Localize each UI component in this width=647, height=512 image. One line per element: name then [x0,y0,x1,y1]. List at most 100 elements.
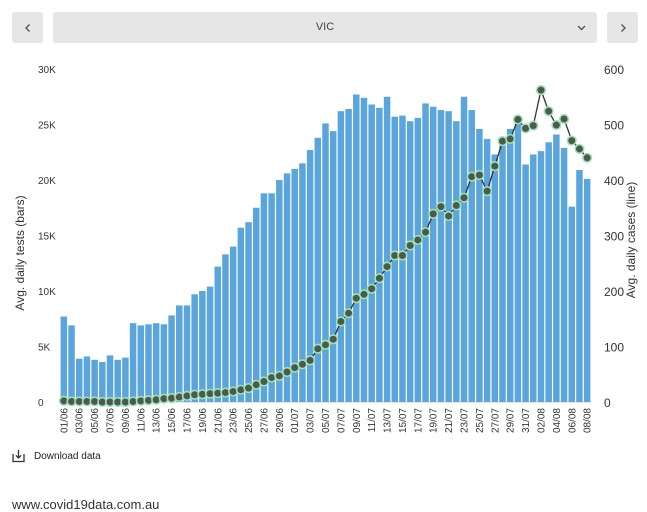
bar-04/08[interactable] [553,134,560,403]
bar-03/06[interactable] [75,358,83,402]
bar-15/06[interactable] [168,315,175,402]
point-22/07[interactable] [451,200,462,211]
bar-29/06[interactable] [276,180,283,402]
bar-25/07[interactable] [476,128,483,402]
bar-27/06[interactable] [260,193,268,402]
bar-22/07[interactable] [453,121,460,403]
point-07/08[interactable] [574,143,585,155]
prev-region-button[interactable] [12,12,43,43]
bar-08/07[interactable] [345,108,352,403]
point-13/07[interactable] [381,261,393,272]
point-30/07[interactable] [512,114,523,125]
bar-06/07[interactable] [329,131,337,402]
bar-13/06[interactable] [152,323,160,402]
bar-11/06[interactable] [137,325,145,402]
bar-26/07[interactable] [483,138,491,402]
bar-24/07[interactable] [468,110,475,402]
point-29/07[interactable] [505,133,516,145]
point-27/06[interactable] [258,376,270,387]
bar-05/06[interactable] [91,359,98,402]
bar-19/06[interactable] [199,291,206,402]
bar-05/08[interactable] [560,147,568,402]
bar-28/06[interactable] [268,193,275,402]
bar-02/08[interactable] [537,151,545,402]
bar-30/07[interactable] [514,120,522,402]
bar-06/06[interactable] [99,362,106,402]
bar-03/08[interactable] [545,142,552,402]
point-04/08[interactable] [551,119,562,131]
point-06/07[interactable] [328,334,339,345]
point-27/07[interactable] [489,161,500,172]
bar-16/07[interactable] [406,121,414,403]
bar-02/06[interactable] [68,325,75,402]
point-05/08[interactable] [558,113,570,125]
bar-31/07[interactable] [522,164,529,402]
bar-30/06[interactable] [283,173,291,402]
point-10/07[interactable] [358,289,370,300]
bar-29/07[interactable] [506,128,514,402]
bar-27/07[interactable] [491,154,499,402]
point-19/07[interactable] [428,208,439,219]
bar-10/07[interactable] [360,97,368,403]
point-26/07[interactable] [482,186,493,197]
point-21/07[interactable] [443,210,454,222]
bar-17/06[interactable] [183,305,191,402]
bar-28/07[interactable] [499,145,506,402]
point-08/08[interactable] [582,152,593,163]
bar-05/07[interactable] [322,123,329,402]
point-06/08[interactable] [566,135,577,146]
bar-16/06[interactable] [176,305,183,402]
bar-04/07[interactable] [314,137,322,402]
bar-01/06[interactable] [60,316,68,402]
bar-09/06[interactable] [122,357,129,402]
bar-11/07[interactable] [368,104,375,403]
point-18/07[interactable] [420,227,431,238]
next-region-button[interactable] [607,12,638,43]
bar-21/07[interactable] [445,111,452,403]
bar-18/07[interactable] [422,103,429,402]
point-04/07[interactable] [312,343,323,354]
point-11/07[interactable] [366,283,377,294]
point-25/07[interactable] [474,169,485,181]
region-select[interactable]: VIC [53,12,597,43]
download-data-button[interactable]: Download data [12,449,101,463]
point-02/08[interactable] [535,84,547,96]
point-20/07[interactable] [435,201,447,212]
point-16/07[interactable] [405,240,416,251]
bar-09/07[interactable] [353,94,360,402]
point-02/07[interactable] [297,359,308,370]
bar-02/07[interactable] [299,163,306,402]
bar-20/07[interactable] [437,110,445,402]
bar-23/07[interactable] [460,96,468,402]
bar-03/07[interactable] [306,150,314,402]
point-01/08[interactable] [528,120,539,131]
bar-10/06[interactable] [129,323,137,402]
bar-12/07[interactable] [376,107,383,402]
bar-14/06[interactable] [160,324,168,402]
bar-08/06[interactable] [114,359,121,402]
point-05/07[interactable] [320,339,331,350]
bar-17/07[interactable] [414,117,422,402]
point-15/07[interactable] [397,250,408,261]
bar-04/06[interactable] [83,356,91,402]
point-09/07[interactable] [351,293,362,304]
bar-12/06[interactable] [145,324,152,402]
bar-06/08[interactable] [568,206,576,402]
bar-07/07[interactable] [337,111,345,403]
point-03/08[interactable] [543,106,554,117]
point-30/06[interactable] [281,366,293,378]
bar-21/06[interactable] [214,266,222,402]
bar-07/06[interactable] [106,355,114,402]
bar-07/08[interactable] [576,170,583,402]
bar-25/06[interactable] [245,222,252,402]
bar-24/06[interactable] [237,227,245,402]
point-03/07[interactable] [305,355,316,366]
bar-01/08[interactable] [530,154,537,402]
bar-19/07[interactable] [429,106,437,403]
bar-13/07[interactable] [383,96,391,402]
bar-20/06[interactable] [206,286,214,402]
point-07/07[interactable] [335,316,346,327]
bar-26/06[interactable] [252,207,260,402]
point-23/07[interactable] [458,192,470,203]
point-29/06[interactable] [274,370,285,382]
